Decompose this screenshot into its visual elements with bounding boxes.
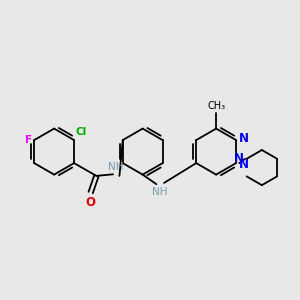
Text: CH₃: CH₃ [207,101,225,111]
Text: F: F [25,135,32,145]
Text: NH: NH [109,162,124,172]
Text: Cl: Cl [76,127,87,137]
Text: O: O [85,196,95,209]
Text: N: N [234,152,244,165]
Text: N: N [238,132,249,145]
Text: N: N [238,158,249,171]
Text: NH: NH [152,187,168,197]
